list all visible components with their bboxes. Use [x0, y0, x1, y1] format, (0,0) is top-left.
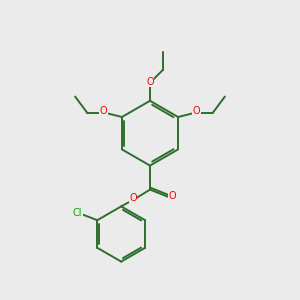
- Text: O: O: [146, 76, 154, 87]
- Text: O: O: [169, 190, 176, 201]
- Text: Cl: Cl: [73, 208, 82, 218]
- Text: O: O: [100, 106, 107, 116]
- Text: O: O: [129, 193, 137, 203]
- Text: O: O: [193, 106, 200, 116]
